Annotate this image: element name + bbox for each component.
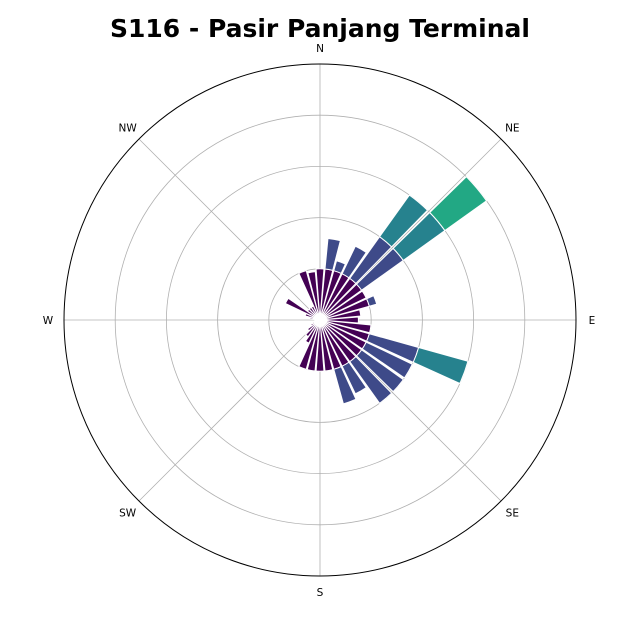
spoke-sw: [138, 319, 321, 502]
spoke-nw: [138, 138, 321, 321]
bar-20-band-2: [333, 260, 347, 275]
bar-140-band-2: [349, 355, 393, 404]
bar-10-band-2: [324, 237, 341, 272]
bar-150-band-2: [341, 361, 367, 395]
bar-30-band-2: [341, 245, 367, 279]
chart-title: S116 - Pasir Panjang Terminal: [110, 14, 530, 43]
polar-frame: [63, 63, 577, 577]
bar-110-band-3: [412, 346, 469, 385]
direction-label-nw: NW: [119, 123, 138, 135]
bar-160-band-2: [333, 365, 357, 405]
direction-label-se: SE: [506, 507, 519, 519]
bar-70-band-2: [365, 295, 378, 307]
bar-130-band-2: [355, 349, 404, 393]
bar-350-band-1: [307, 271, 321, 321]
bar-40-band-3: [378, 194, 429, 248]
direction-label-n: N: [316, 43, 324, 55]
direction-label-w: W: [43, 315, 54, 327]
direction-label-sw: SW: [119, 507, 137, 519]
bar-120-band-2: [361, 341, 414, 379]
bar-50-band-4: [429, 176, 488, 232]
wind-bars: [284, 176, 488, 405]
direction-label-s: S: [317, 587, 324, 599]
direction-label-e: E: [589, 315, 596, 327]
direction-label-ne: NE: [505, 123, 520, 135]
direction-labels: N NE E SE S SW W NW: [43, 43, 596, 599]
